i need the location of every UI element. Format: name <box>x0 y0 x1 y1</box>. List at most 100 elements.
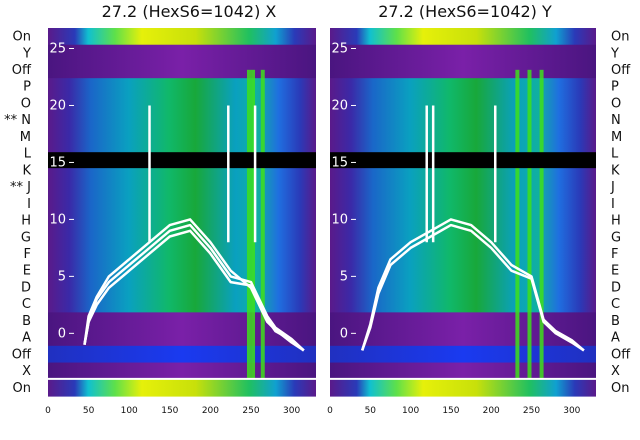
x-tick-label: 150 <box>442 406 459 416</box>
heatmap-row <box>48 295 316 313</box>
heatmap-row <box>330 278 596 297</box>
y-tick-label: 20 <box>49 98 66 113</box>
heatmap-row <box>48 228 316 247</box>
heatmap-row <box>48 78 316 96</box>
row-label: H <box>21 214 31 229</box>
x-tick-label: 50 <box>83 406 95 416</box>
y-tick-label: 15 <box>331 155 348 170</box>
heatmap-row <box>48 262 316 280</box>
heatmap-row <box>48 44 316 63</box>
heatmap-row <box>330 128 596 146</box>
series-line-2 <box>361 218 585 352</box>
row-label: E <box>23 264 31 279</box>
peak-line <box>515 69 520 380</box>
row-label: O <box>21 96 31 111</box>
black-band <box>330 152 596 169</box>
row-label: B <box>611 314 620 329</box>
peak-line <box>246 69 251 380</box>
row-label: Off <box>611 347 631 362</box>
heatmap-row <box>330 262 596 280</box>
row-label: G <box>21 230 31 245</box>
row-label: I <box>611 197 615 212</box>
row-label: D <box>21 280 31 295</box>
black-band <box>48 152 316 169</box>
heatmap-row <box>330 362 596 380</box>
y-tick-label: 20 <box>331 98 348 113</box>
x-tick-label: 100 <box>121 406 138 416</box>
x-tick-label: 0 <box>45 406 51 416</box>
heatmap-row <box>48 61 316 79</box>
row-label: L <box>24 147 32 162</box>
row-label: Y <box>610 46 619 61</box>
y-tick-label: 5 <box>58 269 66 284</box>
series-line-1 <box>361 223 585 352</box>
y-tick-label: 10 <box>331 212 348 227</box>
row-label: K <box>611 163 620 178</box>
heatmap-row <box>48 178 316 196</box>
peak-line <box>251 69 256 380</box>
x-tick-label: 300 <box>563 406 580 416</box>
x-tick-label: 200 <box>202 406 219 416</box>
peak-line <box>527 69 532 380</box>
chart-title: 27.2 (HexS6=1042) X <box>102 2 277 21</box>
chart-title: 27.2 (HexS6=1042) Y <box>378 2 552 21</box>
x-tick-label: 300 <box>283 406 300 416</box>
heatmap-row <box>330 345 596 364</box>
series-line-1 <box>83 223 305 352</box>
row-label: G <box>611 230 621 245</box>
y-tick-label: 10 <box>49 212 66 227</box>
heatmap-row <box>330 245 596 263</box>
row-label: C <box>611 297 620 312</box>
row-label: N <box>611 113 621 128</box>
peak-line <box>260 69 265 380</box>
heatmap-row <box>330 195 596 213</box>
heatmap-row <box>48 345 316 364</box>
row-label: ** J <box>10 180 31 195</box>
row-label: Off <box>12 347 32 362</box>
heatmap-row <box>48 94 316 113</box>
heatmap-row <box>330 61 596 79</box>
row-label: On <box>611 30 629 45</box>
row-label: Y <box>22 46 31 61</box>
y-tick-label: 25 <box>49 42 66 57</box>
x-tick-label: 0 <box>327 406 333 416</box>
row-label: Off <box>611 63 631 78</box>
row-label: M <box>611 130 622 145</box>
x-tick-label: 250 <box>523 406 540 416</box>
heatmap-row <box>330 178 596 196</box>
heatmap-row <box>48 362 316 380</box>
heatmap-row <box>48 128 316 146</box>
heatmap-row <box>330 228 596 247</box>
heatmap-row <box>48 195 316 213</box>
heatmap-row <box>48 278 316 297</box>
y-tick-label: 5 <box>340 269 348 284</box>
y-tick-label: 15 <box>49 155 66 170</box>
peak-line <box>539 69 544 380</box>
heatmap-row <box>48 379 316 397</box>
row-label: J <box>610 180 615 195</box>
row-label: D <box>611 280 621 295</box>
heatmap-row <box>330 295 596 313</box>
series-line-3 <box>83 229 305 352</box>
row-label: ** N <box>4 113 31 128</box>
x-tick-label: 250 <box>242 406 259 416</box>
row-label: O <box>611 96 621 111</box>
heatmap-row <box>330 94 596 113</box>
row-label: F <box>24 247 31 262</box>
heatmap-row <box>330 379 596 397</box>
row-label: C <box>22 297 31 312</box>
heatmap-row <box>330 78 596 96</box>
row-label: K <box>22 163 31 178</box>
row-label: A <box>22 331 31 346</box>
heatmap-row <box>48 245 316 263</box>
heatmap-row <box>330 28 596 46</box>
row-label: On <box>13 381 31 396</box>
heatmap-row <box>48 111 316 129</box>
x-tick-label: 50 <box>365 406 377 416</box>
x-tick-label: 200 <box>483 406 500 416</box>
row-label: B <box>22 314 31 329</box>
heatmap-row <box>330 111 596 129</box>
y-tick-label: 0 <box>58 326 66 341</box>
